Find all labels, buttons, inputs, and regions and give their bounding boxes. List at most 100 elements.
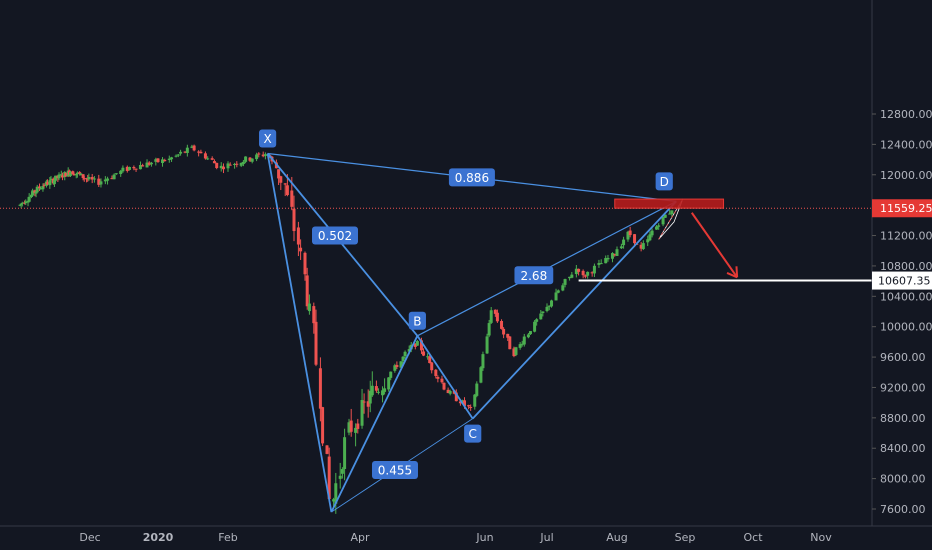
candle-body: [370, 385, 374, 396]
candle-body: [41, 185, 45, 190]
projection-arrow-head: [726, 272, 738, 279]
prz-target-zone[interactable]: [614, 198, 725, 209]
price-tick-label: 10400.00: [880, 290, 932, 303]
candle-body: [29, 194, 33, 198]
candle-body: [512, 348, 516, 357]
candle-body: [561, 285, 565, 291]
candle-body: [170, 157, 174, 160]
projection-arrow[interactable]: [690, 212, 738, 278]
candle-body: [663, 214, 667, 218]
candle-body: [226, 163, 230, 169]
price-tick-label: 8800.00: [880, 412, 926, 425]
price-tick-label: 7600.00: [880, 503, 926, 516]
candle-body: [18, 204, 22, 206]
ratio-label-bd-box[interactable]: [514, 266, 554, 285]
candle-body: [661, 216, 665, 225]
leg-b-c[interactable]: [416, 335, 474, 420]
current-price-badge[interactable]: [872, 199, 932, 218]
candle-body: [426, 356, 430, 358]
candle-body: [606, 257, 610, 260]
candle-body: [619, 246, 623, 249]
candle-body: [156, 158, 160, 163]
candle-body: [97, 178, 101, 185]
time-tick-label: Dec: [79, 531, 100, 544]
candle-body: [31, 190, 35, 196]
candle-body: [121, 167, 125, 172]
support-price-badge[interactable]: [872, 271, 932, 290]
current-price-label: 11559.25: [880, 202, 932, 215]
leg-x-a[interactable]: [266, 153, 333, 513]
candle-body: [179, 151, 183, 154]
time-tick-label: Sep: [675, 531, 696, 544]
candle-body: [489, 310, 493, 323]
candle-body: [292, 208, 296, 232]
candle-body: [583, 275, 587, 277]
candle-body: [539, 313, 543, 320]
ratio-line-xb[interactable]: [266, 152, 419, 337]
price-tick-label: 8000.00: [880, 473, 926, 486]
time-tick-label: Jul: [539, 531, 553, 544]
support-price-label: 10607.35: [878, 275, 931, 288]
ratio-label-xd-box[interactable]: [448, 168, 495, 187]
candle-body: [199, 151, 203, 154]
leg-a-b[interactable]: [330, 335, 419, 513]
point-label-d: D: [660, 175, 669, 189]
candle-body: [74, 173, 78, 176]
price-axis[interactable]: 7600.00 8000.00 8400.00 8800.00 9200.00 9600.…: [871, 0, 932, 550]
candle-body: [141, 165, 145, 167]
candle-body: [235, 163, 239, 165]
harmonic-pattern[interactable]: X B C D 0.886 0.502 2.68 0.455: [259, 129, 739, 513]
candle-body: [119, 170, 123, 175]
candle-body: [633, 234, 637, 244]
candle-body: [64, 172, 68, 177]
candle-body: [167, 158, 171, 161]
candle-body: [547, 305, 551, 307]
price-tick-label: 11200.00: [880, 230, 932, 243]
candle-body: [103, 179, 107, 182]
candle-body: [72, 173, 76, 176]
candle-body: [556, 290, 560, 293]
leg-c-d[interactable]: [472, 200, 677, 420]
candle-body: [428, 356, 432, 364]
candle-body: [250, 158, 254, 162]
candle-body: [518, 344, 522, 348]
candle-body: [533, 321, 537, 332]
candle-body: [327, 456, 331, 500]
candle-body: [307, 303, 311, 312]
point-label-c-box[interactable]: [464, 424, 482, 443]
candle-body: [161, 159, 165, 163]
ratio-label-xd: 0.886: [455, 171, 489, 185]
candle-body: [381, 390, 385, 396]
point-label-b-box[interactable]: [408, 311, 426, 330]
candle-body: [197, 151, 201, 153]
candle-body: [522, 336, 526, 345]
candle-body: [622, 239, 626, 246]
candle-body: [203, 153, 207, 159]
ratio-label-ac-box[interactable]: [371, 460, 418, 479]
candles-layer: [18, 144, 674, 514]
candle-body: [257, 153, 261, 155]
candle-body: [277, 169, 281, 179]
candle-body: [442, 382, 446, 390]
candle-body: [38, 186, 42, 189]
candle-body: [628, 230, 632, 236]
price-tick-label: 10000.00: [880, 321, 932, 334]
point-label-d-box[interactable]: [655, 172, 673, 191]
time-axis[interactable]: Dec 2020 Feb Apr Jun Jul Aug Sep Oct Nov: [0, 525, 932, 544]
ratio-label-ac: 0.455: [378, 463, 412, 477]
candle-body: [163, 159, 167, 162]
candle-body: [35, 186, 39, 193]
candle-body: [463, 400, 467, 406]
overlays-layer: [0, 207, 872, 282]
point-label-c: C: [469, 427, 477, 441]
price-tick-label: 12400.00: [880, 138, 932, 151]
ratio-label-xb-box[interactable]: [311, 226, 358, 245]
candle-body: [215, 162, 219, 169]
candle-body: [261, 154, 265, 157]
time-tick-label: Feb: [218, 531, 237, 544]
candle-body: [125, 166, 129, 171]
point-label-x-box[interactable]: [259, 129, 277, 148]
candle-body: [338, 475, 342, 479]
candle-body: [192, 145, 196, 151]
